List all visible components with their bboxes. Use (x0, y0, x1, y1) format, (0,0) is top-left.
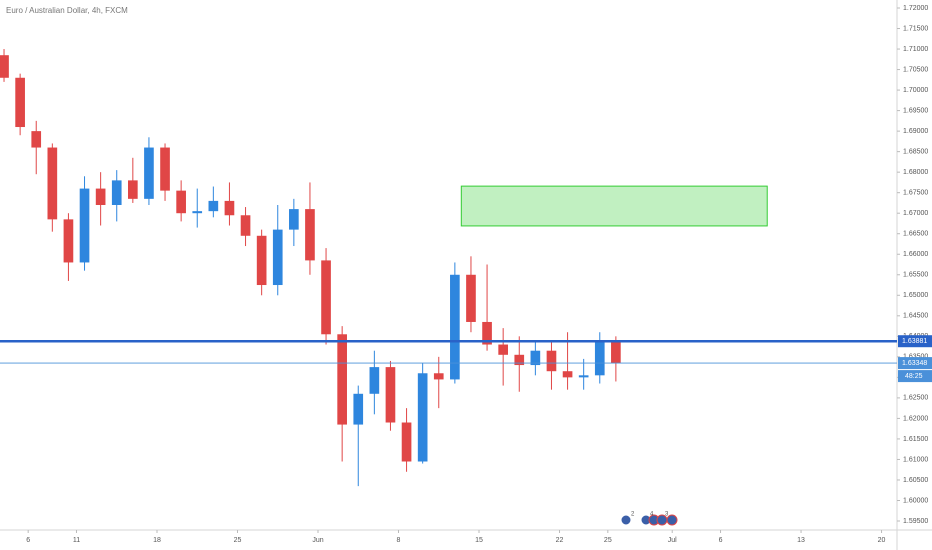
candle-body (514, 354, 525, 366)
candle-body (385, 367, 396, 423)
candle-body (611, 342, 621, 364)
y-tick-label: 1.61500 (903, 436, 928, 443)
x-tick-label: 25 (604, 537, 612, 544)
candle-body (63, 219, 74, 263)
event-count: 3 (665, 512, 669, 518)
event-marker[interactable] (666, 514, 678, 526)
x-tick-label: 11 (73, 537, 80, 544)
candle-body (79, 188, 90, 263)
candle-body (321, 260, 331, 335)
candle-body (369, 367, 380, 394)
candle-body (208, 200, 219, 212)
candle-body (176, 190, 186, 214)
target-zone (460, 185, 768, 227)
candle-body (546, 350, 557, 372)
candle-body (562, 371, 573, 378)
event-count: 4 (650, 512, 654, 518)
candle-body (482, 321, 492, 345)
candle-body (47, 147, 58, 220)
candle-body (31, 131, 42, 148)
y-tick-label: 1.72000 (903, 5, 928, 12)
x-tick-label: 6 (26, 537, 30, 544)
candle-body (144, 147, 154, 199)
y-tick-label: 1.66500 (903, 231, 928, 238)
event-count: 2 (631, 512, 635, 518)
x-tick-label: 8 (397, 537, 401, 544)
event-marker[interactable] (620, 514, 632, 526)
candle-body (498, 344, 508, 355)
y-tick-label: 1.67000 (903, 210, 928, 217)
price-label: 1.63348 (902, 360, 927, 367)
candle-body (466, 274, 476, 322)
x-tick-label: 20 (878, 537, 886, 544)
y-tick-label: 1.68500 (903, 148, 928, 155)
y-tick-label: 1.65500 (903, 272, 928, 279)
x-tick-label: 15 (475, 537, 483, 544)
countdown: 48:25 (905, 373, 923, 380)
candle-body (160, 147, 170, 191)
y-tick-label: 1.70000 (903, 87, 928, 94)
candle-body (15, 77, 25, 128)
candle-body (272, 229, 283, 286)
candle-body (128, 180, 138, 199)
y-tick-label: 1.68000 (903, 169, 928, 176)
event-markers[interactable]: 2 4 3 (620, 512, 678, 526)
candle-body (256, 235, 267, 286)
x-tick-label: 18 (153, 537, 161, 544)
x-tick-label: 22 (556, 537, 564, 544)
y-tick-label: 1.69500 (903, 107, 928, 114)
y-tick-label: 1.70500 (903, 66, 928, 73)
candle-body (594, 342, 605, 376)
x-tick-label: Jun (312, 537, 323, 544)
candle-body (289, 209, 299, 230)
candle-body (0, 55, 9, 78)
chart-title: Euro / Australian Dollar, 4h, FXCM (6, 6, 128, 15)
y-tick-label: 1.59500 (903, 518, 928, 525)
y-tick-label: 1.62500 (903, 395, 928, 402)
price-label-bg (898, 335, 932, 348)
y-tick-label: 1.67500 (903, 190, 928, 197)
x-tick-label: Jul (668, 537, 677, 544)
candle-body (353, 393, 364, 425)
candle-body (95, 188, 106, 205)
candle-body (401, 422, 412, 462)
y-tick-label: 1.62000 (903, 415, 928, 422)
y-tick-label: 1.71500 (903, 25, 928, 32)
y-tick-label: 1.66000 (903, 251, 928, 258)
y-tick-label: 1.71000 (903, 46, 928, 53)
price-label-bg (898, 357, 932, 370)
countdown-bg (898, 370, 932, 383)
candle-body (450, 274, 460, 380)
y-tick-label: 1.69000 (903, 128, 928, 135)
candle-body (337, 334, 347, 425)
candle-body (224, 200, 235, 216)
candle-body (305, 209, 315, 261)
candle-body (433, 373, 444, 380)
x-tick-label: 13 (797, 537, 805, 544)
y-tick-label: 1.64500 (903, 313, 928, 320)
x-tick-label: 25 (234, 537, 242, 544)
x-tick-label: 6 (719, 537, 723, 544)
candle-body (417, 373, 428, 462)
y-tick-label: 1.60500 (903, 477, 928, 484)
y-tick-label: 1.65000 (903, 292, 928, 299)
y-tick-label: 1.60000 (903, 497, 928, 504)
candle-body (240, 215, 251, 236)
price-label: 1.63881 (902, 338, 927, 345)
candle-body (530, 350, 541, 366)
candle-body (578, 375, 589, 378)
y-tick-label: 1.61000 (903, 456, 928, 463)
candle-body (111, 180, 122, 205)
candle-body (192, 211, 203, 214)
